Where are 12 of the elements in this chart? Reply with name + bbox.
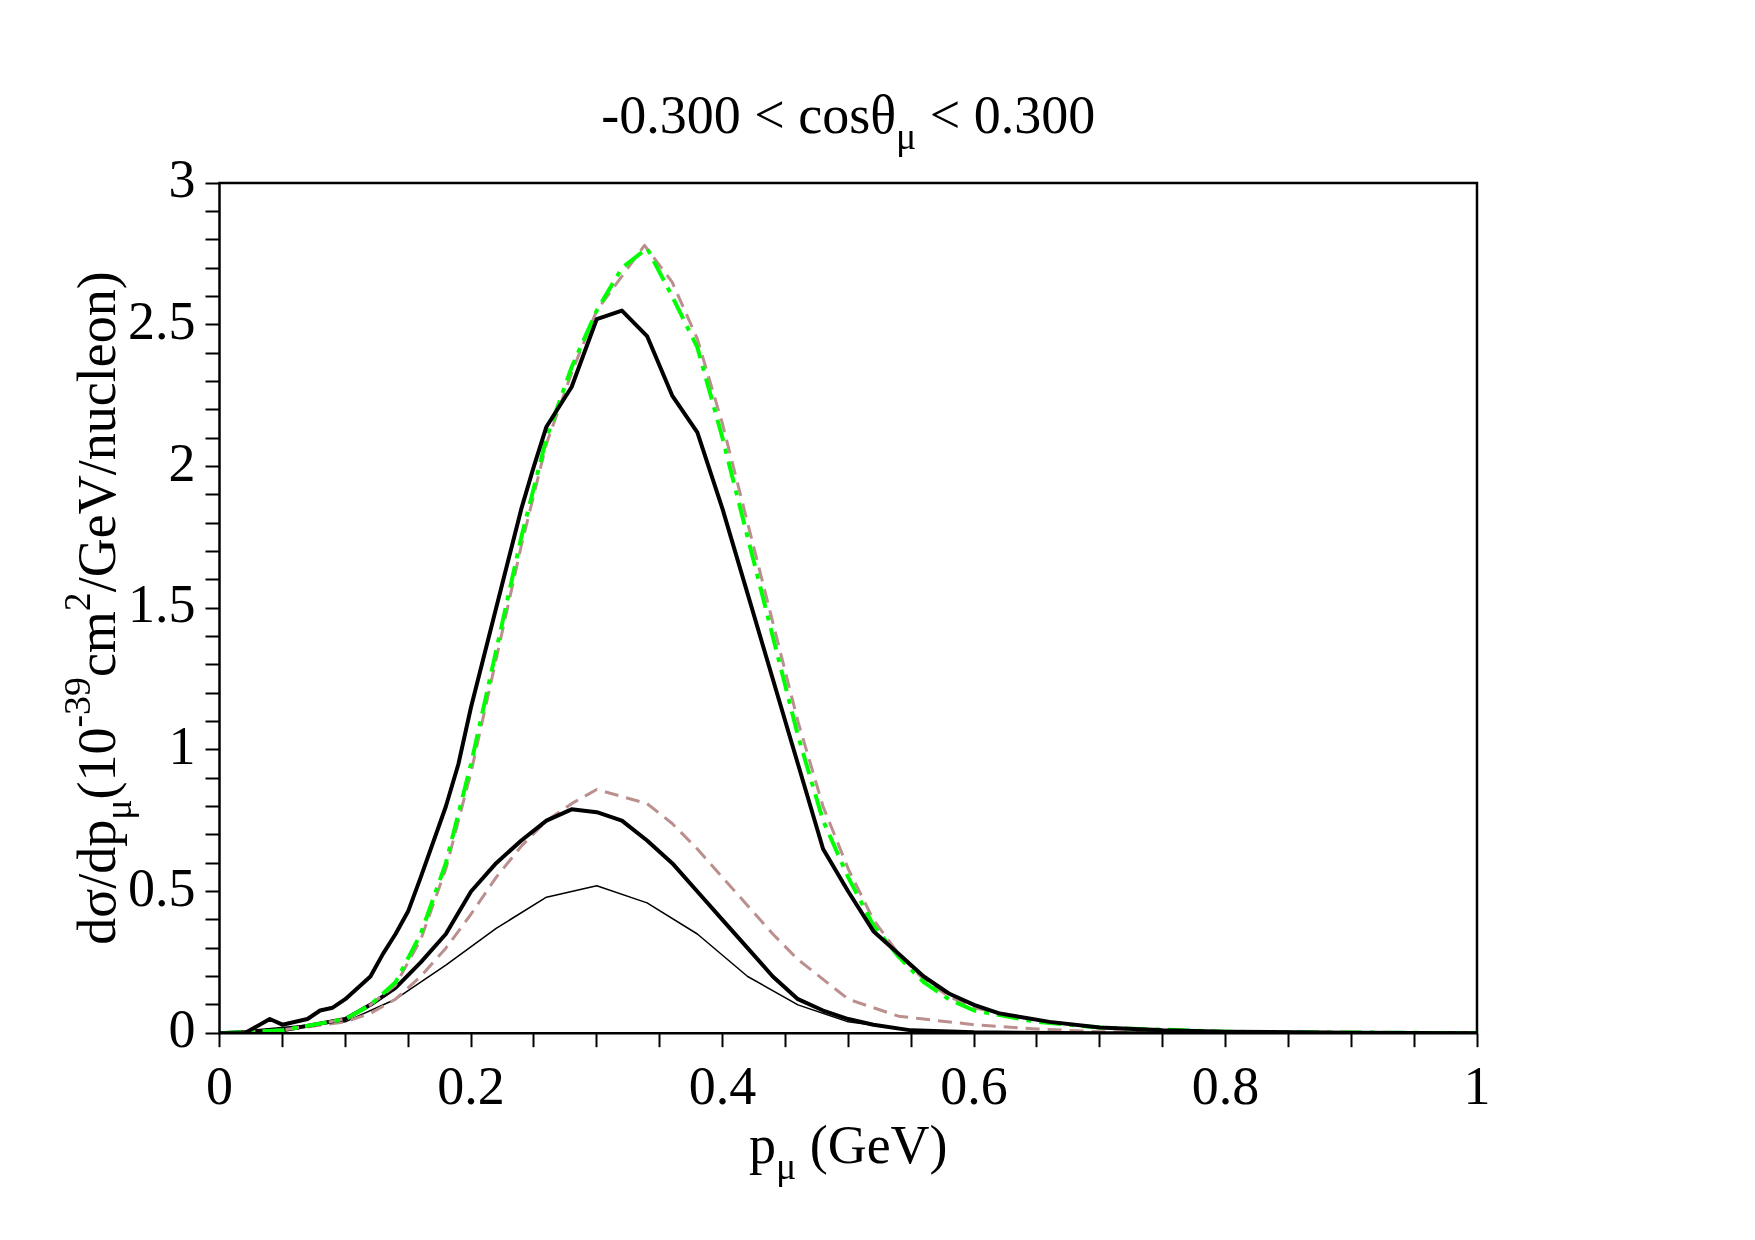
y-tick-label: 1.5 <box>128 574 196 635</box>
x-tick-label: 0 <box>206 1055 233 1116</box>
y-tick-label: 2 <box>168 432 196 493</box>
x-tick-label: 0.8 <box>1191 1055 1260 1116</box>
y-tick-label: 1 <box>168 715 196 776</box>
x-tick-label: 0.2 <box>437 1055 505 1116</box>
y-tick-label: 0 <box>168 999 196 1060</box>
x-tick-label: 1 <box>1463 1055 1491 1116</box>
y-tick-label: 3 <box>168 149 196 210</box>
x-tick-label: 0.4 <box>688 1055 757 1116</box>
y-tick-label: 2.5 <box>128 290 196 351</box>
x-tick-label: 0.6 <box>940 1055 1008 1116</box>
